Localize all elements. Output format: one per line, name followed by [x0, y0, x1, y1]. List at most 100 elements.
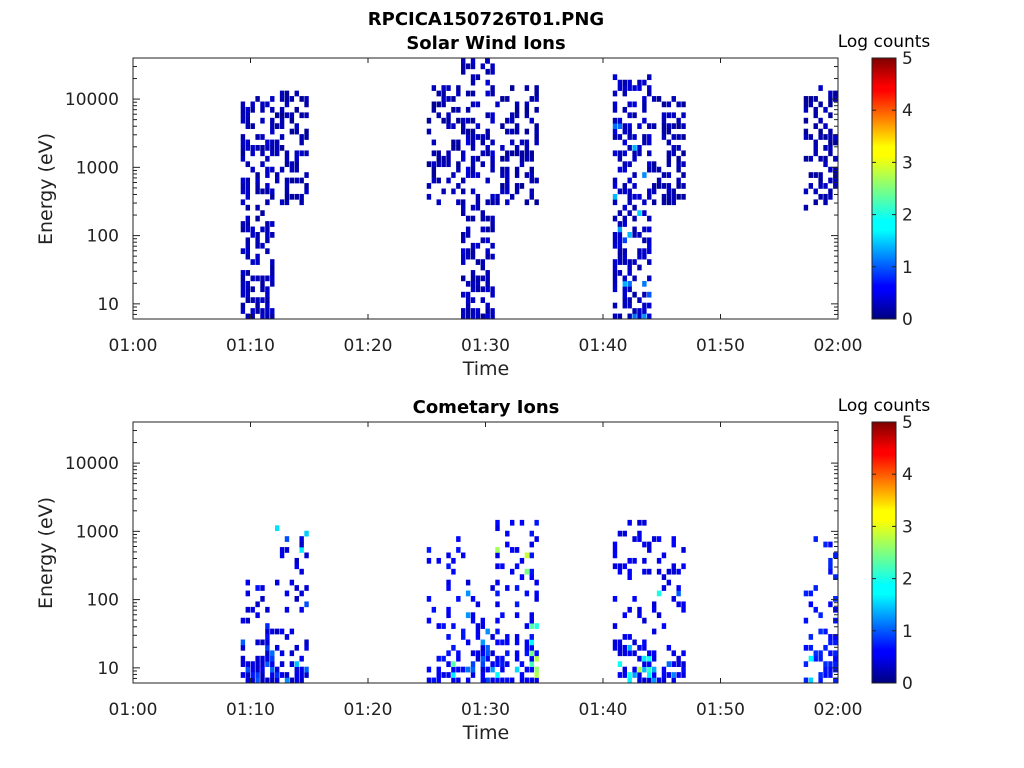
- heatmap-cell: [470, 139, 476, 146]
- heatmap-cell: [500, 677, 505, 684]
- heatmap-cell: [622, 106, 627, 113]
- heatmap-cell: [451, 644, 456, 651]
- heatmap-cell: [250, 232, 255, 238]
- heatmap-cell: [495, 552, 500, 559]
- heatmap-cell: [255, 96, 260, 102]
- heatmap-cell: [622, 166, 627, 173]
- heatmap-cell: [456, 199, 461, 206]
- heatmap-cell: [514, 188, 520, 195]
- heatmap-cell: [480, 666, 486, 673]
- heatmap-cell: [642, 101, 647, 108]
- heatmap-cell: [255, 177, 260, 184]
- heatmap-cell: [465, 612, 471, 619]
- heatmap-cell: [666, 128, 672, 135]
- heatmap-cell: [255, 601, 260, 608]
- heatmap-cell: [656, 183, 662, 189]
- heatmap-cell: [240, 101, 246, 108]
- heatmap-cell: [828, 563, 833, 570]
- heatmap-cell: [431, 166, 437, 173]
- heatmap-cell: [813, 123, 818, 129]
- heatmap-cell: [470, 275, 476, 282]
- cometary-x-label: Time: [462, 722, 510, 744]
- heatmap-cell: [255, 612, 260, 619]
- heatmap-cell: [284, 606, 290, 613]
- heatmap-cell: [642, 302, 647, 309]
- heatmap-cell: [676, 655, 681, 662]
- heatmap-cell: [647, 134, 652, 140]
- heatmap-cell: [828, 601, 833, 608]
- heatmap-cell: [524, 145, 530, 151]
- heatmap-cell: [671, 650, 676, 657]
- heatmap-cell: [519, 150, 525, 157]
- heatmap-cell: [627, 672, 632, 678]
- heatmap-cell: [240, 188, 246, 195]
- heatmap-cell: [666, 199, 672, 206]
- heatmap-cell: [304, 96, 309, 102]
- heatmap-cell: [808, 96, 814, 102]
- heatmap-cell: [627, 264, 632, 271]
- heatmap-cell: [637, 313, 642, 320]
- heatmap-cell: [500, 666, 505, 673]
- heatmap-cell: [255, 253, 260, 260]
- heatmap-cell: [304, 530, 309, 537]
- heatmap-cell: [509, 193, 515, 200]
- heatmap-cell: [514, 650, 520, 657]
- heatmap-cell: [265, 166, 270, 173]
- heatmap-cell: [274, 112, 280, 119]
- heatmap-cell: [637, 123, 642, 129]
- heatmap-cell: [245, 297, 251, 303]
- heatmap-cell: [642, 280, 647, 287]
- heatmap-cell: [656, 612, 662, 619]
- heatmap-cell: [451, 123, 456, 129]
- heatmap-cell: [426, 596, 432, 602]
- heatmap-cell: [270, 96, 275, 102]
- heatmap-cell: [465, 128, 471, 135]
- solar-wind-heatmap: [240, 58, 838, 320]
- heatmap-cell: [681, 661, 686, 667]
- colorbar-tick-label: 4: [902, 101, 913, 121]
- heatmap-cell: [642, 139, 647, 146]
- heatmap-cell: [828, 634, 833, 640]
- heatmap-cell: [245, 606, 251, 613]
- heatmap-cell: [470, 308, 476, 314]
- colorbar-tick-label: 0: [902, 674, 913, 694]
- heatmap-cell: [446, 585, 451, 591]
- heatmap-cell: [270, 259, 275, 265]
- heatmap-cell: [505, 128, 510, 135]
- heatmap-cell: [642, 117, 647, 124]
- heatmap-cell: [642, 639, 647, 646]
- heatmap-cell: [480, 150, 486, 157]
- heatmap-cell: [245, 248, 251, 255]
- heatmap-cell: [647, 547, 652, 553]
- heatmap-cell: [245, 204, 251, 211]
- heatmap-cell: [666, 150, 672, 157]
- heatmap-cell: [627, 677, 632, 684]
- heatmap-cell: [612, 639, 618, 646]
- heatmap-cell: [651, 536, 657, 542]
- heatmap-cell: [647, 139, 652, 146]
- heatmap-cell: [505, 639, 510, 646]
- heatmap-cell: [818, 672, 823, 678]
- heatmap-cell: [475, 634, 481, 640]
- heatmap-cell: [475, 134, 481, 140]
- heatmap-cell: [622, 280, 627, 287]
- heatmap-cell: [612, 547, 618, 553]
- heatmap-cell: [509, 677, 515, 684]
- heatmap-cell: [529, 541, 534, 548]
- heatmap-cell: [289, 161, 295, 168]
- heatmap-cell: [612, 242, 618, 249]
- heatmap-cell: [500, 183, 505, 189]
- heatmap-cell: [245, 590, 251, 597]
- heatmap-cell: [265, 634, 270, 640]
- heatmap-cell: [612, 237, 618, 244]
- heatmap-cell: [632, 145, 637, 151]
- heatmap-cell: [441, 90, 446, 97]
- heatmap-cell: [294, 661, 299, 667]
- heatmap-cell: [637, 210, 642, 216]
- heatmap-cell: [250, 226, 255, 233]
- heatmap-cell: [284, 112, 290, 119]
- heatmap-cell: [470, 128, 476, 135]
- heatmap-cell: [656, 177, 662, 184]
- heatmap-cell: [509, 117, 515, 124]
- heatmap-cell: [485, 270, 490, 276]
